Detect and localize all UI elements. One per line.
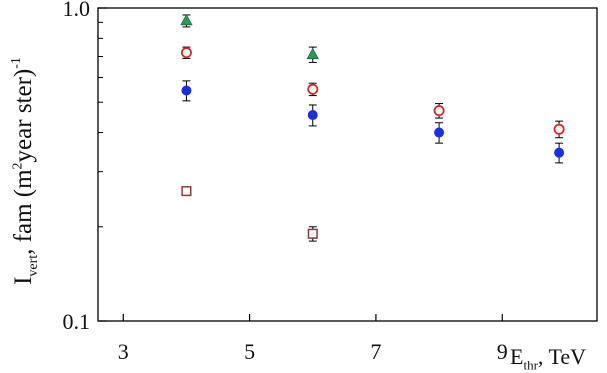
x-tick-label: 5	[244, 339, 255, 364]
open-circle-point	[433, 105, 445, 117]
y-axis-superscript: 2	[10, 162, 26, 170]
triangle-point	[180, 13, 193, 26]
filled-circle-point	[434, 127, 445, 138]
filled-circle-point	[181, 85, 192, 96]
filled-circle-point	[554, 147, 565, 158]
x-axis-unit: , TeV	[537, 344, 587, 369]
x-axis-label: Ethr, TeV	[510, 344, 586, 373]
y-axis-text-before: , fam (m	[10, 169, 37, 255]
open-square-point	[181, 186, 192, 197]
open-circle-point	[180, 47, 192, 59]
y-tick-label: 1.0	[63, 0, 91, 21]
x-axis-subscript: thr	[523, 357, 538, 373]
open-square-point	[307, 228, 318, 239]
x-tick-label: 9	[497, 339, 508, 364]
y-axis-subscript: vert	[26, 254, 41, 277]
x-tick-label: 7	[370, 339, 381, 364]
plot-frame	[97, 7, 598, 322]
open-circle-point	[553, 123, 565, 135]
triangle-point	[306, 47, 319, 59]
y-axis-exponent: -1	[8, 57, 24, 69]
y-axis-label: Ivert, fam (m2year ster)-1	[8, 6, 44, 336]
y-tick-label: 0.1	[63, 309, 91, 334]
filled-circle-point	[307, 110, 318, 121]
x-tick-label: 3	[118, 339, 129, 364]
x-axis-symbol: E	[510, 344, 524, 369]
open-circle-point	[307, 83, 319, 95]
y-axis-symbol: I	[10, 276, 37, 285]
y-axis-text-after: year ster)	[10, 68, 37, 163]
